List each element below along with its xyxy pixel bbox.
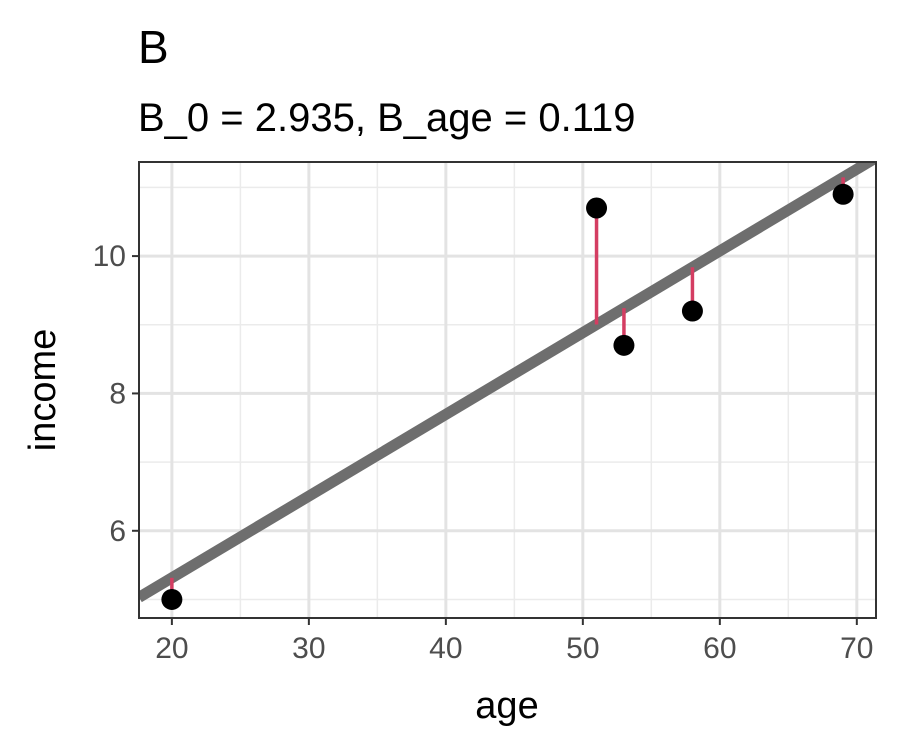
x-tick-label: 60 (703, 632, 736, 665)
y-axis-title: income (22, 329, 64, 452)
panel-background (139, 162, 876, 618)
plot-panel (138, 161, 877, 619)
x-axis-ticks: 20 30 40 50 60 70 (155, 618, 874, 665)
x-axis-title: age (475, 685, 538, 727)
data-point (161, 588, 183, 610)
y-axis-ticks: 6 8 10 (93, 240, 139, 548)
panel-border (138, 161, 877, 619)
x-tick-label: 20 (155, 632, 188, 665)
x-tick-label: 70 (840, 632, 873, 665)
data-point (681, 300, 703, 322)
x-tick-label: 50 (566, 632, 599, 665)
data-point (832, 183, 854, 205)
chart-subtitle: B_0 = 2.935, B_age = 0.119 (138, 96, 635, 140)
x-tick-label: 40 (429, 632, 462, 665)
chart-title: B (138, 21, 169, 73)
y-tick-label: 10 (93, 240, 126, 273)
y-tick-label: 8 (109, 377, 126, 410)
data-point (586, 197, 608, 219)
y-tick-label: 6 (109, 515, 126, 548)
panel-content (139, 162, 876, 618)
data-point (613, 334, 635, 356)
x-tick-label: 30 (292, 632, 325, 665)
fit-line (139, 162, 876, 603)
